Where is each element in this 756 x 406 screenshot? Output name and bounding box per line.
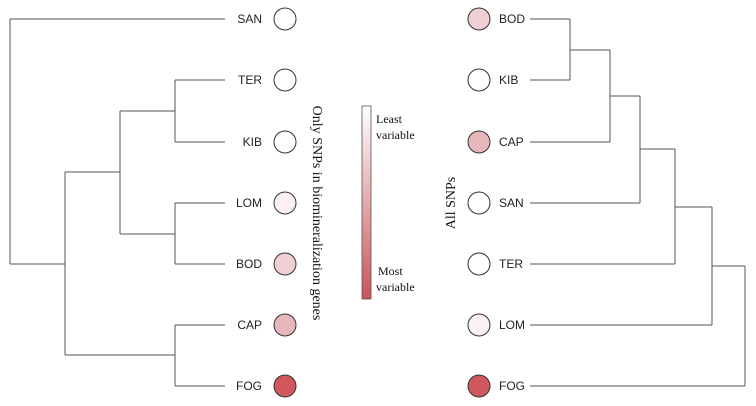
right-variability-node	[467, 130, 491, 154]
left-variability-node	[273, 313, 297, 337]
right-variability-node	[467, 7, 491, 31]
right-taxon-label: BOD	[499, 12, 525, 26]
left-taxon-label: SAN	[237, 12, 262, 26]
right-taxon-label: TER	[499, 257, 523, 271]
right-dendrogram	[530, 18, 746, 387]
left-dendrogram	[9, 18, 225, 387]
right-variability-node	[467, 313, 491, 337]
left-taxon-label: LOM	[236, 196, 262, 210]
legend-bottom-label-line1: Most	[378, 264, 403, 278]
right-taxon-label: FOG	[499, 379, 525, 393]
left-variability-node	[273, 374, 297, 398]
left-tree-title: Only SNPs in biomineralization genes	[309, 106, 324, 321]
left-taxon-label: FOG	[236, 379, 262, 393]
left-variability-node	[273, 68, 297, 92]
right-taxa: BOD KIB CAP SAN TER LOM FOG	[467, 7, 525, 398]
left-variability-node	[273, 191, 297, 215]
legend-top-label-line2: variable	[376, 128, 415, 142]
right-variability-node	[467, 252, 491, 276]
left-variability-node	[273, 130, 297, 154]
left-taxa: SAN TER KIB LOM BOD CAP FOG	[236, 7, 297, 398]
right-variability-node	[467, 191, 491, 215]
right-variability-node	[467, 68, 491, 92]
left-variability-node	[273, 7, 297, 31]
right-variability-node	[467, 374, 491, 398]
legend-top-label-line1: Least	[376, 112, 403, 126]
right-taxon-label: LOM	[499, 318, 525, 332]
left-taxon-label: BOD	[236, 257, 262, 271]
legend-color-bar	[361, 105, 372, 300]
variability-legend: Least variable Most variable	[361, 105, 415, 300]
left-taxon-label: TER	[238, 73, 262, 87]
right-taxon-label: CAP	[499, 135, 524, 149]
right-taxon-label: SAN	[499, 196, 524, 210]
left-taxon-label: CAP	[237, 318, 262, 332]
left-taxon-label: KIB	[243, 135, 262, 149]
right-tree-title: All SNPs	[444, 177, 459, 230]
right-taxon-label: KIB	[499, 73, 518, 87]
legend-bottom-label-line2: variable	[376, 280, 415, 294]
left-variability-node	[273, 252, 297, 276]
